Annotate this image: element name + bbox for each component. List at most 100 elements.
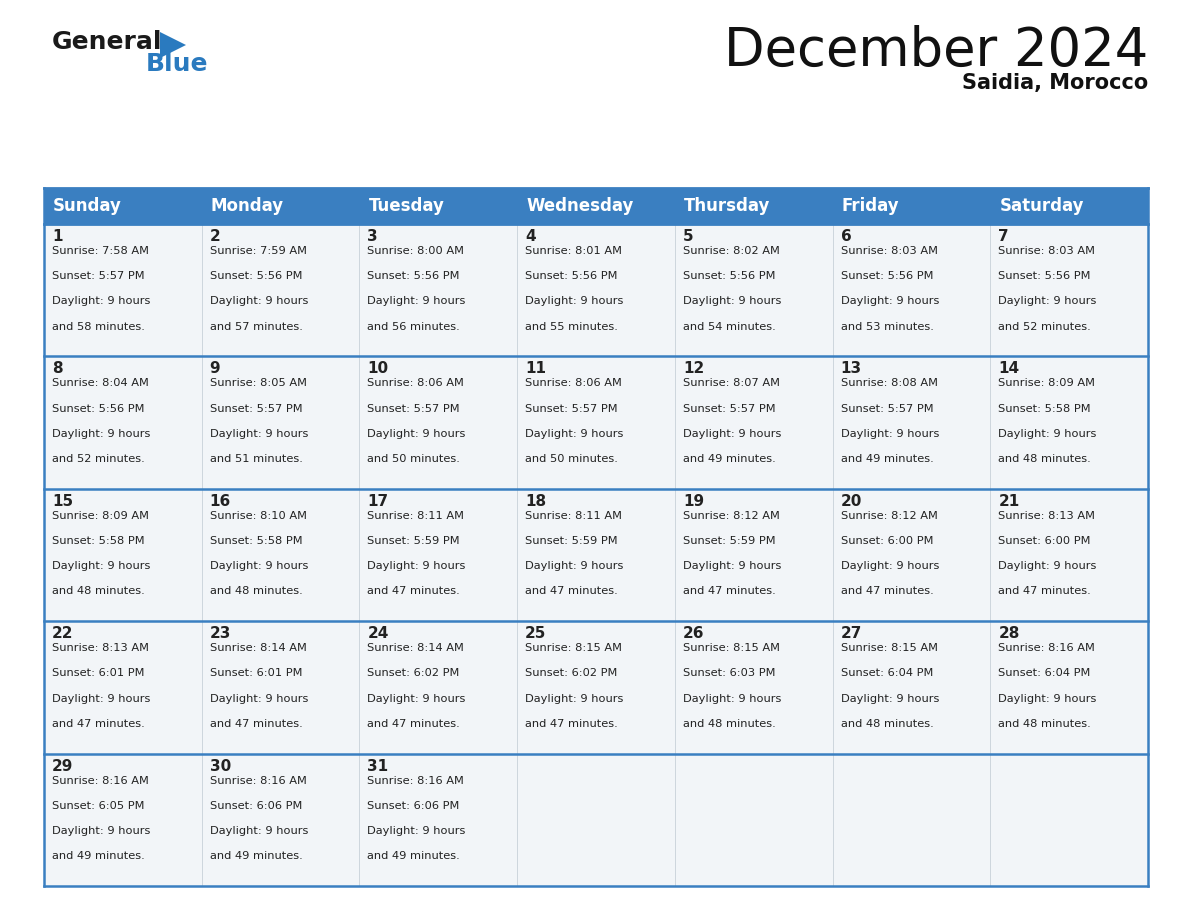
Text: Daylight: 9 hours: Daylight: 9 hours	[367, 429, 466, 439]
Text: Daylight: 9 hours: Daylight: 9 hours	[683, 694, 782, 703]
Text: 16: 16	[210, 494, 230, 509]
Text: 13: 13	[841, 362, 861, 376]
Text: Tuesday: Tuesday	[368, 197, 444, 215]
Bar	[360, 188, 517, 224]
Bar	[517, 224, 675, 356]
Text: and 52 minutes.: and 52 minutes.	[998, 321, 1091, 331]
Text: and 47 minutes.: and 47 minutes.	[998, 587, 1091, 597]
Text: Sunset: 6:03 PM: Sunset: 6:03 PM	[683, 668, 776, 678]
Bar	[202, 224, 360, 356]
Text: Sunset: 5:59 PM: Sunset: 5:59 PM	[367, 536, 460, 546]
Text: and 48 minutes.: and 48 minutes.	[52, 587, 145, 597]
Text: 26: 26	[683, 626, 704, 641]
Bar	[517, 356, 675, 488]
Text: 8: 8	[52, 362, 63, 376]
Text: and 47 minutes.: and 47 minutes.	[210, 719, 303, 729]
Text: and 48 minutes.: and 48 minutes.	[210, 587, 303, 597]
Text: Sunrise: 8:13 AM: Sunrise: 8:13 AM	[998, 510, 1095, 521]
Text: 28: 28	[998, 626, 1019, 641]
Text: Sunrise: 8:12 AM: Sunrise: 8:12 AM	[683, 510, 779, 521]
Text: 25: 25	[525, 626, 546, 641]
Text: Sunrise: 8:09 AM: Sunrise: 8:09 AM	[998, 378, 1095, 388]
Text: Sunrise: 8:16 AM: Sunrise: 8:16 AM	[52, 776, 148, 786]
Text: Daylight: 9 hours: Daylight: 9 hours	[841, 694, 939, 703]
Bar	[44, 488, 202, 621]
Text: Sunset: 6:01 PM: Sunset: 6:01 PM	[52, 668, 145, 678]
Text: Daylight: 9 hours: Daylight: 9 hours	[525, 297, 624, 307]
Text: Sunrise: 8:03 AM: Sunrise: 8:03 AM	[998, 246, 1095, 256]
Text: and 50 minutes.: and 50 minutes.	[367, 454, 460, 464]
Bar	[202, 188, 360, 224]
Text: 5: 5	[683, 229, 694, 244]
Text: 11: 11	[525, 362, 546, 376]
Text: Sunrise: 8:06 AM: Sunrise: 8:06 AM	[525, 378, 623, 388]
Text: Sunset: 6:00 PM: Sunset: 6:00 PM	[841, 536, 933, 546]
Text: Saturday: Saturday	[999, 197, 1083, 215]
Text: Daylight: 9 hours: Daylight: 9 hours	[683, 429, 782, 439]
Text: Sunset: 6:01 PM: Sunset: 6:01 PM	[210, 668, 302, 678]
Text: Sunset: 6:06 PM: Sunset: 6:06 PM	[367, 800, 460, 811]
Text: 19: 19	[683, 494, 704, 509]
Text: Sunrise: 8:05 AM: Sunrise: 8:05 AM	[210, 378, 307, 388]
Bar	[675, 356, 833, 488]
Text: Sunset: 5:58 PM: Sunset: 5:58 PM	[52, 536, 145, 546]
Text: Sunday: Sunday	[53, 197, 122, 215]
Bar	[517, 621, 675, 754]
Text: and 52 minutes.: and 52 minutes.	[52, 454, 145, 464]
Text: Sunrise: 8:13 AM: Sunrise: 8:13 AM	[52, 644, 148, 654]
Text: Daylight: 9 hours: Daylight: 9 hours	[52, 694, 151, 703]
Text: 10: 10	[367, 362, 388, 376]
Text: Sunrise: 8:14 AM: Sunrise: 8:14 AM	[210, 644, 307, 654]
Bar	[517, 188, 675, 224]
Text: Sunset: 5:57 PM: Sunset: 5:57 PM	[52, 271, 145, 281]
Bar	[360, 488, 517, 621]
Bar	[833, 224, 991, 356]
Text: December 2024: December 2024	[723, 25, 1148, 77]
Bar	[675, 754, 833, 886]
Text: Sunset: 5:56 PM: Sunset: 5:56 PM	[683, 271, 776, 281]
Text: Sunrise: 7:59 AM: Sunrise: 7:59 AM	[210, 246, 307, 256]
Text: and 47 minutes.: and 47 minutes.	[367, 587, 460, 597]
Text: and 54 minutes.: and 54 minutes.	[683, 321, 776, 331]
Text: Saidia, Morocco: Saidia, Morocco	[962, 73, 1148, 93]
Text: 20: 20	[841, 494, 862, 509]
Text: and 47 minutes.: and 47 minutes.	[525, 719, 618, 729]
Text: Sunset: 5:56 PM: Sunset: 5:56 PM	[52, 404, 145, 414]
Text: General: General	[52, 30, 163, 54]
Text: and 49 minutes.: and 49 minutes.	[841, 454, 934, 464]
Text: Sunrise: 8:04 AM: Sunrise: 8:04 AM	[52, 378, 148, 388]
Text: 14: 14	[998, 362, 1019, 376]
Text: and 48 minutes.: and 48 minutes.	[998, 454, 1091, 464]
Text: Daylight: 9 hours: Daylight: 9 hours	[52, 561, 151, 571]
Text: 6: 6	[841, 229, 852, 244]
Bar	[202, 754, 360, 886]
Text: Daylight: 9 hours: Daylight: 9 hours	[210, 561, 308, 571]
Bar	[44, 356, 202, 488]
Bar	[991, 188, 1148, 224]
Text: and 49 minutes.: and 49 minutes.	[683, 454, 776, 464]
Text: Sunset: 6:06 PM: Sunset: 6:06 PM	[210, 800, 302, 811]
Text: Sunrise: 8:12 AM: Sunrise: 8:12 AM	[841, 510, 937, 521]
Text: 27: 27	[841, 626, 862, 641]
Bar	[44, 621, 202, 754]
Bar	[833, 621, 991, 754]
Text: Friday: Friday	[841, 197, 899, 215]
Text: 17: 17	[367, 494, 388, 509]
Text: Daylight: 9 hours: Daylight: 9 hours	[52, 297, 151, 307]
Text: Daylight: 9 hours: Daylight: 9 hours	[525, 561, 624, 571]
Text: 30: 30	[210, 758, 230, 774]
Text: Sunset: 6:04 PM: Sunset: 6:04 PM	[998, 668, 1091, 678]
Text: Sunrise: 8:16 AM: Sunrise: 8:16 AM	[998, 644, 1095, 654]
Bar	[991, 356, 1148, 488]
Text: and 47 minutes.: and 47 minutes.	[525, 587, 618, 597]
Bar	[202, 488, 360, 621]
Text: Sunset: 5:57 PM: Sunset: 5:57 PM	[367, 404, 460, 414]
Text: Sunrise: 8:08 AM: Sunrise: 8:08 AM	[841, 378, 937, 388]
Text: Sunset: 5:57 PM: Sunset: 5:57 PM	[210, 404, 302, 414]
Text: Daylight: 9 hours: Daylight: 9 hours	[52, 826, 151, 836]
Text: and 49 minutes.: and 49 minutes.	[367, 851, 460, 861]
Text: and 48 minutes.: and 48 minutes.	[683, 719, 776, 729]
Text: 31: 31	[367, 758, 388, 774]
Text: Sunrise: 8:06 AM: Sunrise: 8:06 AM	[367, 378, 465, 388]
Text: Sunset: 6:00 PM: Sunset: 6:00 PM	[998, 536, 1091, 546]
